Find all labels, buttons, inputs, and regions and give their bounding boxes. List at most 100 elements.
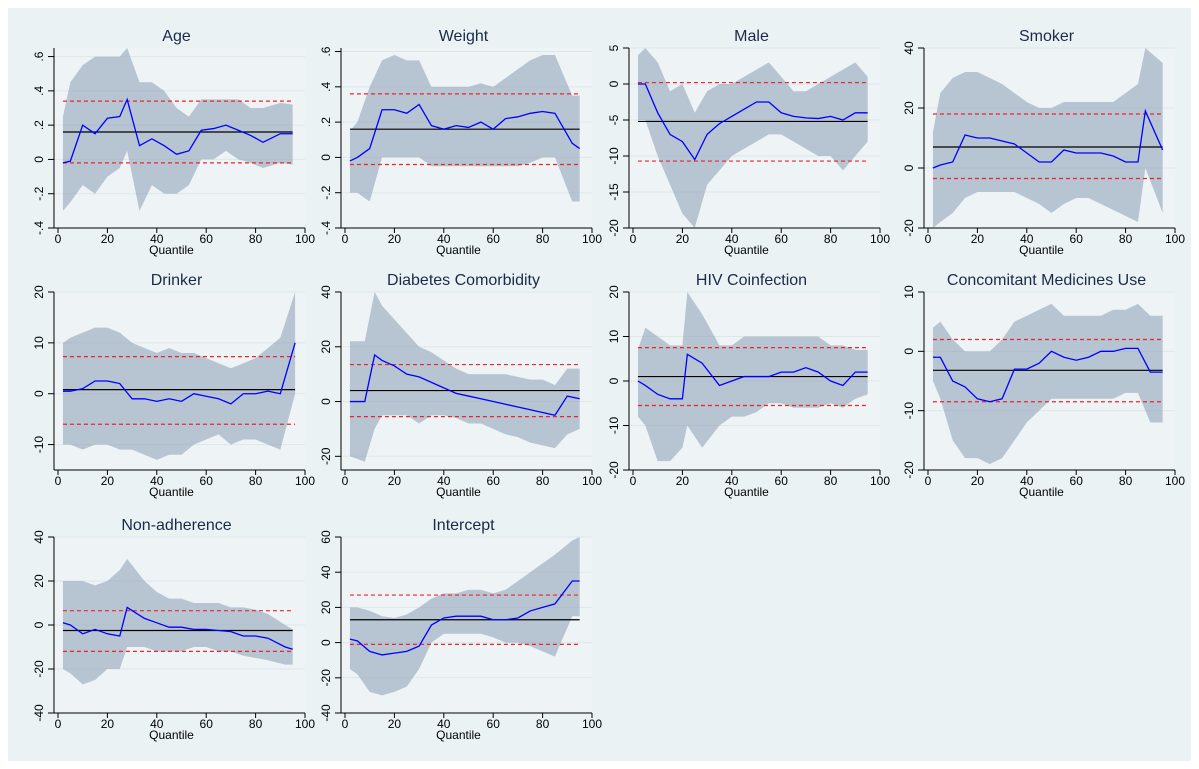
- chart-title: Concomitant Medicines Use: [947, 272, 1146, 289]
- x-axis-title: Quantile: [436, 728, 481, 742]
- y-tick-label: -10: [902, 402, 916, 420]
- y-tick-label: .6: [32, 51, 46, 61]
- y-tick-label: 10: [32, 336, 46, 350]
- y-tick-label: 0: [32, 621, 46, 628]
- x-tick-label: 80: [249, 474, 263, 488]
- y-tick-label: -5: [607, 114, 621, 125]
- x-tick-label: 100: [295, 717, 315, 731]
- x-tick-label: 80: [249, 232, 263, 246]
- x-tick-label: 80: [536, 232, 550, 246]
- x-tick-label: 100: [582, 232, 602, 246]
- y-tick-label: 0: [319, 639, 333, 646]
- x-tick-label: 80: [1119, 232, 1133, 246]
- y-tick-label: -20: [607, 461, 621, 479]
- y-tick-label: 40: [319, 565, 333, 579]
- y-tick-label: 0: [32, 156, 46, 163]
- y-tick-label: 40: [319, 285, 333, 299]
- y-tick-label: -40: [319, 704, 333, 722]
- y-tick-label: 10: [902, 285, 916, 299]
- y-tick-label: 40: [902, 41, 916, 55]
- y-tick-label: 0: [319, 154, 333, 161]
- y-tick-label: 0: [607, 377, 621, 384]
- x-tick-label: 0: [342, 232, 349, 246]
- y-tick-label: 20: [319, 600, 333, 614]
- chart-title: Weight: [439, 28, 489, 45]
- x-tick-label: 60: [1070, 474, 1084, 488]
- x-tick-label: 20: [101, 232, 115, 246]
- y-tick-label: 10: [607, 330, 621, 344]
- x-tick-label: 100: [295, 474, 315, 488]
- x-tick-label: 0: [630, 474, 637, 488]
- y-tick-label: -10: [607, 147, 621, 165]
- x-tick-label: 60: [200, 717, 214, 731]
- y-tick-label: -20: [32, 660, 46, 678]
- y-tick-label: -10: [607, 417, 621, 435]
- x-tick-label: 0: [55, 717, 62, 731]
- x-tick-label: 60: [200, 232, 214, 246]
- x-axis-title: Quantile: [724, 485, 769, 499]
- y-tick-label: .2: [32, 120, 46, 130]
- x-tick-label: 80: [824, 474, 838, 488]
- x-tick-label: 80: [249, 717, 263, 731]
- x-tick-label: 0: [55, 474, 62, 488]
- x-tick-label: 100: [870, 474, 890, 488]
- y-tick-label: -.4: [32, 221, 46, 235]
- y-tick-label: -40: [32, 704, 46, 722]
- y-tick-label: -.2: [32, 186, 46, 200]
- y-tick-label: 60: [319, 530, 333, 544]
- y-tick-label: .2: [319, 117, 333, 127]
- x-tick-label: 0: [342, 474, 349, 488]
- x-axis-title: Quantile: [1019, 243, 1064, 257]
- chart-title: HIV Coinfection: [696, 272, 807, 289]
- x-tick-label: 20: [676, 474, 690, 488]
- x-tick-label: 0: [925, 474, 932, 488]
- y-tick-label: 20: [902, 101, 916, 115]
- y-tick-label: 20: [32, 574, 46, 588]
- y-tick-label: -.2: [319, 185, 333, 199]
- y-tick-label: -20: [319, 447, 333, 465]
- x-tick-label: 20: [101, 717, 115, 731]
- y-tick-label: 20: [319, 340, 333, 354]
- y-tick-label: -10: [32, 436, 46, 454]
- chart-title: Intercept: [432, 517, 495, 534]
- x-tick-label: 80: [536, 474, 550, 488]
- x-tick-label: 20: [676, 232, 690, 246]
- x-tick-label: 20: [388, 717, 402, 731]
- chart-title: Male: [734, 28, 769, 45]
- x-tick-label: 60: [200, 474, 214, 488]
- y-tick-label: 0: [902, 348, 916, 355]
- y-tick-label: -15: [607, 183, 621, 201]
- y-tick-label: 20: [607, 285, 621, 299]
- y-tick-label: 40: [32, 530, 46, 544]
- x-tick-label: 100: [582, 474, 602, 488]
- y-tick-label: 20: [32, 285, 46, 299]
- y-tick-label: -20: [319, 669, 333, 687]
- y-tick-label: -.4: [319, 221, 333, 235]
- x-tick-label: 100: [1165, 474, 1185, 488]
- x-tick-label: 20: [971, 232, 985, 246]
- x-axis-title: Quantile: [149, 728, 194, 742]
- x-tick-label: 60: [1070, 232, 1084, 246]
- x-tick-label: 60: [775, 232, 789, 246]
- chart-title: Diabetes Comorbidity: [387, 272, 540, 289]
- y-tick-label: .6: [319, 46, 333, 56]
- x-tick-label: 20: [388, 474, 402, 488]
- x-tick-label: 80: [824, 232, 838, 246]
- x-tick-label: 80: [1119, 474, 1133, 488]
- x-tick-label: 0: [925, 232, 932, 246]
- x-tick-label: 60: [487, 717, 501, 731]
- x-tick-label: 80: [536, 717, 550, 731]
- chart-title: Smoker: [1019, 28, 1075, 45]
- x-axis-title: Quantile: [436, 485, 481, 499]
- y-tick-label: -20: [902, 461, 916, 479]
- x-tick-label: 0: [55, 232, 62, 246]
- x-tick-label: 20: [388, 232, 402, 246]
- y-tick-label: -20: [902, 219, 916, 237]
- x-tick-label: 0: [630, 232, 637, 246]
- x-axis-title: Quantile: [149, 485, 194, 499]
- x-tick-label: 100: [295, 232, 315, 246]
- x-axis-title: Quantile: [1019, 485, 1064, 499]
- x-tick-label: 20: [101, 474, 115, 488]
- y-tick-label: .4: [32, 86, 46, 96]
- chart-title: Drinker: [151, 272, 203, 289]
